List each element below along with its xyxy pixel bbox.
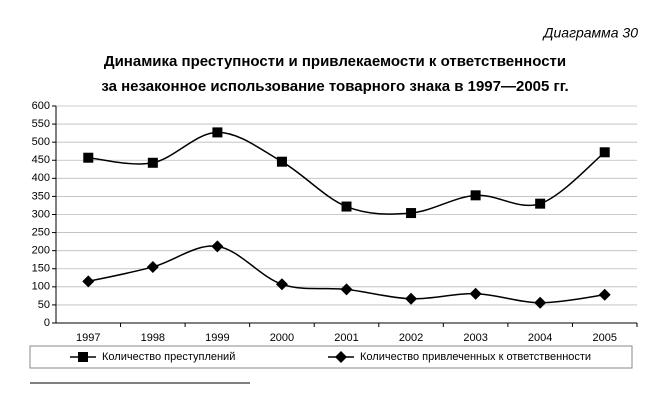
y-tick-label: 50 (38, 299, 50, 311)
marker-square (341, 201, 352, 212)
x-tick-label: 2004 (528, 332, 552, 344)
marker-diamond (469, 287, 482, 300)
marker-diamond (405, 292, 418, 305)
x-tick-label: 2005 (592, 332, 616, 344)
legend-label: Количество привлеченных к ответственност… (360, 351, 591, 363)
marker-diamond (534, 296, 547, 309)
x-tick-label: 2000 (270, 332, 294, 344)
x-tick-label: 1998 (141, 332, 165, 344)
y-tick-label: 0 (44, 317, 50, 329)
marker-square (83, 152, 94, 163)
legend-box (29, 345, 633, 369)
marker-diamond (598, 288, 611, 301)
y-tick-label: 150 (32, 263, 50, 275)
chart-annotation: Диаграмма 30 (542, 25, 639, 41)
y-tick-label: 250 (32, 226, 50, 238)
chart-subtitle: за незаконное использование товарного зн… (101, 78, 568, 95)
legend-label: Количество преступлений (102, 351, 235, 363)
marker-diamond (82, 275, 95, 288)
y-tick-label: 600 (32, 100, 50, 112)
legend-marker (78, 352, 88, 362)
marker-square (276, 156, 287, 167)
marker-square (212, 127, 223, 138)
y-tick-label: 450 (32, 154, 50, 166)
x-tick-label: 1997 (76, 332, 100, 344)
marker-square (535, 198, 546, 209)
x-tick-label: 1999 (205, 332, 229, 344)
y-tick-label: 100 (32, 281, 50, 293)
x-tick-label: 2003 (463, 332, 487, 344)
marker-square (599, 147, 610, 158)
marker-square (406, 208, 417, 219)
marker-square (470, 190, 481, 201)
x-tick-label: 2002 (399, 332, 423, 344)
marker-square (147, 157, 158, 168)
y-tick-label: 350 (32, 190, 50, 202)
y-tick-label: 300 (32, 208, 50, 220)
marker-diamond (211, 240, 224, 253)
marker-diamond (340, 283, 353, 296)
y-tick-label: 500 (32, 136, 50, 148)
marker-diamond (275, 278, 288, 291)
y-tick-label: 550 (32, 118, 50, 130)
chart-title: Динамика преступности и привлекаемости к… (104, 53, 566, 70)
y-tick-label: 400 (32, 172, 50, 184)
legend-marker (335, 351, 347, 363)
x-tick-label: 2001 (334, 332, 358, 344)
marker-diamond (146, 260, 159, 273)
y-tick-label: 200 (32, 245, 50, 257)
